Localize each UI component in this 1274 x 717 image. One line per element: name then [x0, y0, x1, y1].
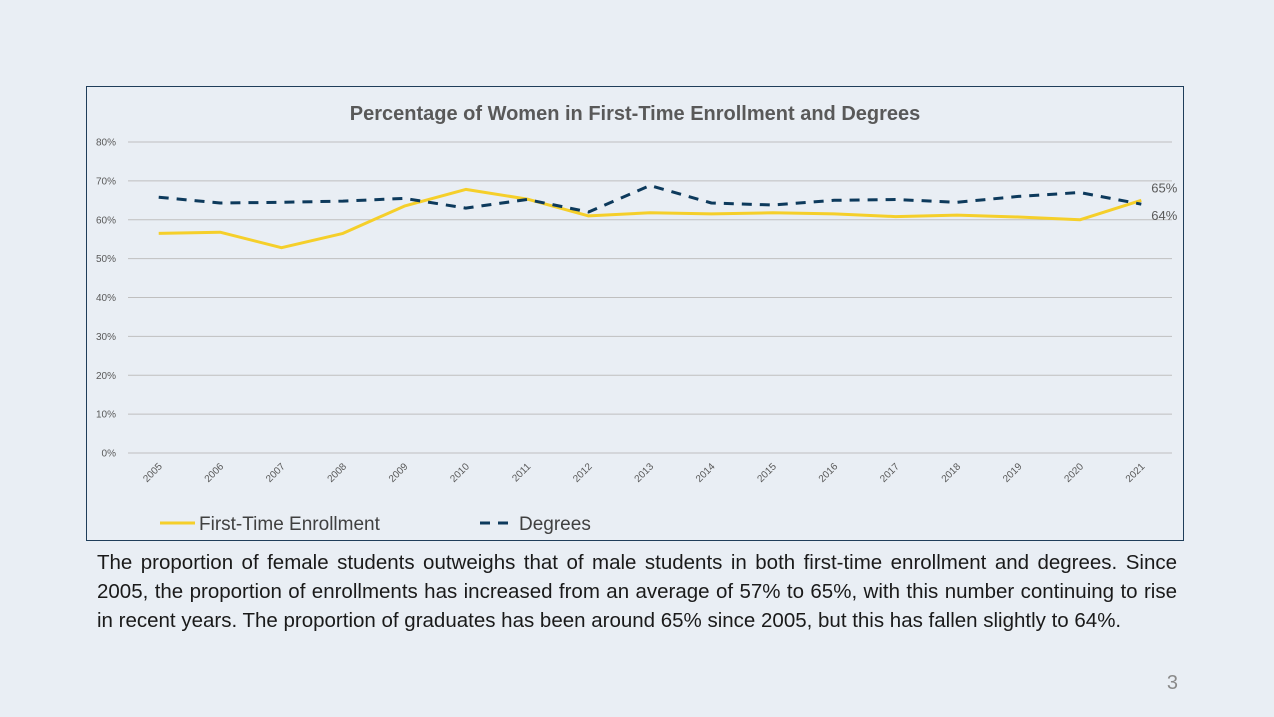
x-tick-label: 2007 — [264, 461, 288, 485]
line-chart: Percentage of Women in First-Time Enroll… — [96, 103, 1178, 535]
y-tick-label: 80% — [96, 138, 116, 149]
chart-title: Percentage of Women in First-Time Enroll… — [350, 103, 921, 125]
y-tick-label: 10% — [96, 410, 116, 421]
x-tick-label: 2017 — [878, 461, 902, 485]
data-label-enrollment-end: 65% — [1151, 180, 1177, 195]
x-tick-label: 2012 — [571, 461, 595, 485]
y-tick-label: 60% — [96, 215, 116, 226]
x-tick-label: 2005 — [141, 461, 165, 485]
series-line-enrollment — [158, 187, 1142, 250]
y-tick-label: 40% — [96, 293, 116, 304]
data-labels: 65% 64% — [1151, 180, 1177, 223]
y-tick-label: 0% — [102, 449, 117, 460]
x-tick-label: 2015 — [755, 461, 779, 485]
data-label-degrees-end: 64% — [1151, 208, 1177, 223]
y-tick-label: 20% — [96, 371, 116, 382]
y-axis-ticks: 0% 10% 20% 30% 40% 50% 60% 70% 80% — [96, 138, 116, 460]
y-tick-label: 70% — [96, 176, 116, 187]
x-tick-label: 2010 — [448, 461, 472, 485]
series-line-degrees — [158, 184, 1142, 214]
x-tick-label: 2021 — [1124, 461, 1148, 485]
x-tick-label: 2019 — [1001, 461, 1025, 485]
y-tick-label: 50% — [96, 254, 116, 265]
x-tick-label: 2018 — [940, 461, 964, 485]
x-tick-label: 2016 — [817, 461, 841, 485]
legend: First-Time Enrollment Degrees — [160, 514, 591, 535]
legend-label-degrees: Degrees — [519, 514, 591, 535]
x-tick-label: 2006 — [203, 461, 227, 485]
x-tick-label: 2009 — [387, 461, 411, 485]
x-tick-label: 2020 — [1062, 461, 1086, 485]
slide-description: The proportion of female students outwei… — [97, 551, 1177, 632]
y-tick-label: 30% — [96, 332, 116, 343]
x-axis-ticks: 2005 2006 2007 2008 2009 2010 2011 2012 2013 2014… — [141, 461, 1147, 485]
x-tick-label: 2008 — [326, 461, 350, 485]
x-tick-label: 2011 — [510, 461, 533, 484]
x-tick-label: 2013 — [633, 461, 657, 485]
legend-label-enrollment: First-Time Enrollment — [199, 514, 381, 535]
gridlines — [128, 141, 1172, 454]
x-tick-label: 2014 — [694, 461, 718, 485]
chart-frame: Percentage of Women in First-Time Enroll… — [86, 86, 1184, 541]
series-lines — [158, 184, 1142, 250]
page-number: 3 — [1166, 672, 1178, 694]
